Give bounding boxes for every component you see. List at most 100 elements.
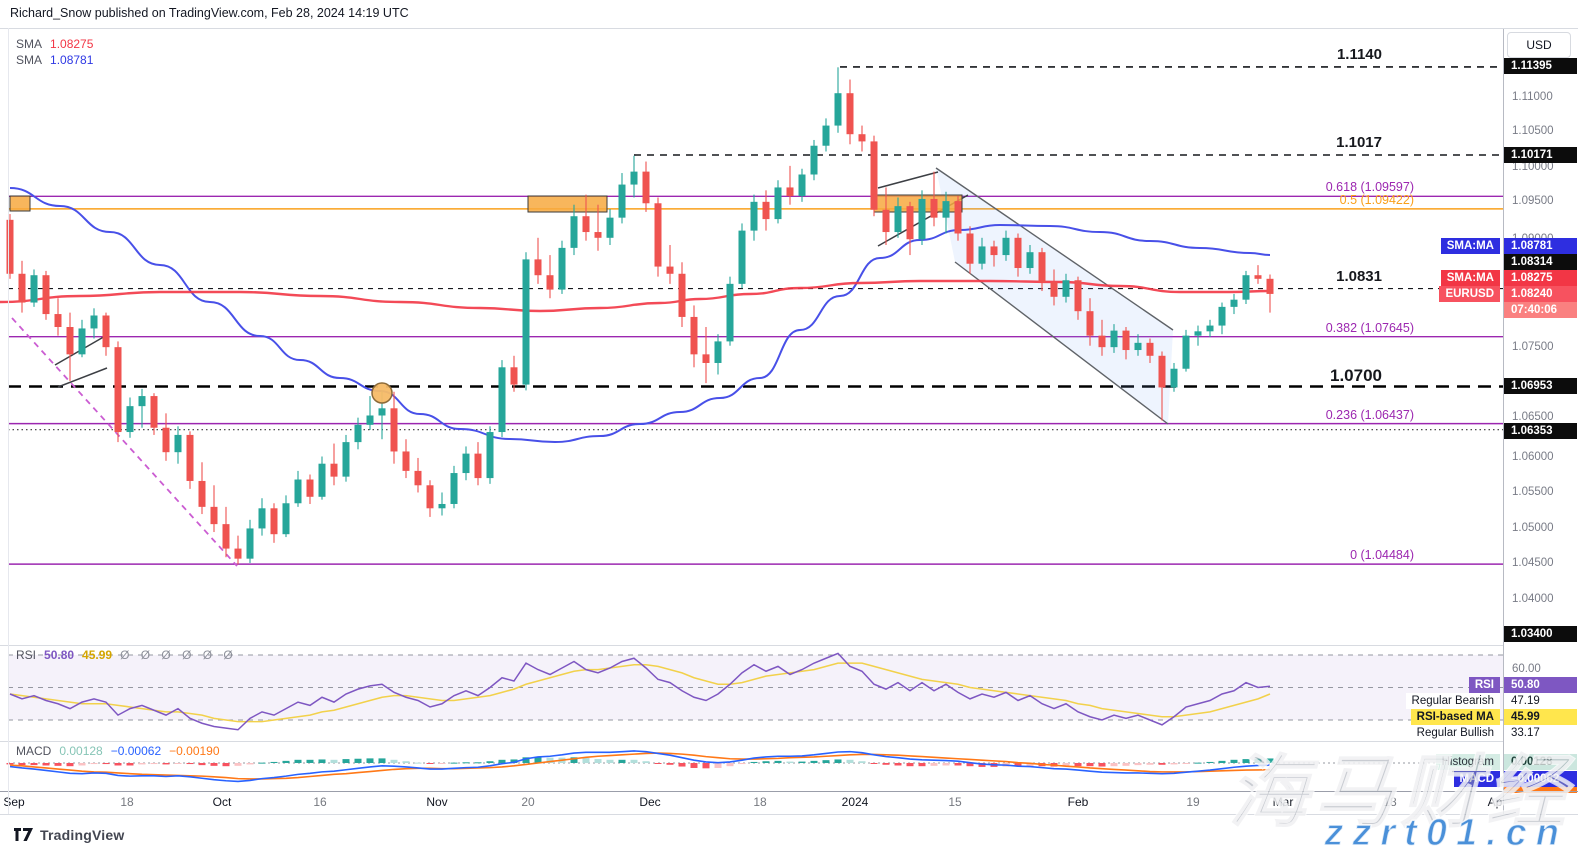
pattern-trendline: [877, 171, 939, 189]
pane-separator-rsi[interactable]: [0, 645, 1503, 646]
time-axis-label[interactable]: 19: [1186, 795, 1200, 809]
price-axis-chip: 1.03400: [1504, 626, 1577, 642]
price-level-label: 1.0700: [1330, 365, 1382, 385]
circle-marker: [371, 382, 393, 404]
time-axis-label[interactable]: 2024: [841, 795, 869, 809]
price-axis-border: [1503, 28, 1504, 814]
tradingview-brand-text: TradingView: [40, 826, 125, 843]
pattern-trendline: [57, 367, 108, 388]
price-axis-chip: [1504, 787, 1577, 793]
rsi-value: 50.80: [44, 648, 75, 662]
channel-line: [935, 167, 1174, 331]
macd-label: MACD: [16, 744, 52, 758]
macd-hist-value: 0.00128: [59, 744, 103, 758]
supply-zone-box: [9, 195, 31, 212]
price-axis-chip: 1.08314: [1504, 254, 1577, 270]
time-axis-label[interactable]: Dec: [639, 795, 661, 809]
time-axis-label[interactable]: Nov: [426, 795, 448, 809]
indicator-tag: RSI: [1468, 677, 1500, 693]
price-level-label: 1.0831: [1336, 267, 1382, 285]
supply-zone-box: [527, 195, 608, 213]
time-axis-label[interactable]: 18: [120, 795, 134, 809]
time-axis-label[interactable]: Apr: [1487, 795, 1503, 809]
candles: [6, 67, 1274, 565]
indicator-tag: EURUSD: [1439, 286, 1500, 302]
rsi-ma-value: 45.99: [82, 648, 113, 662]
rsi-ma-line: [9, 662, 1271, 723]
sma-slow-legend-row[interactable]: SMA 1.08781: [16, 52, 93, 68]
price-axis-chip: 1.06353: [1504, 423, 1577, 439]
price-axis-chip: 0.00128: [1504, 754, 1577, 770]
price-axis-tick: 1.04500: [1512, 557, 1554, 569]
price-axis-chip: 1.11395: [1504, 58, 1577, 74]
time-axis-label[interactable]: 20: [521, 795, 535, 809]
price-axis-tick: 1.05000: [1512, 522, 1554, 534]
indicator-tag: RSI-based MA: [1410, 709, 1500, 725]
rsi-divergence-icons: Ø Ø Ø Ø Ø Ø: [120, 648, 237, 662]
time-axis-label[interactable]: 18: [753, 795, 767, 809]
rsi-pane-header[interactable]: RSI 50.80 45.99 Ø Ø Ø Ø Ø Ø: [16, 648, 245, 662]
sma-slow-label: SMA: [16, 53, 43, 67]
watermark-url: zzrt01.cn: [1324, 811, 1568, 855]
time-axis-label[interactable]: Feb: [1067, 795, 1089, 809]
price-axis-chip: 1.08275: [1504, 270, 1577, 286]
price-axis-chip: 1.08240: [1504, 286, 1577, 302]
indicator-tag: Regular Bearish: [1405, 693, 1500, 709]
price-axis-chip: 1.08781: [1504, 238, 1577, 254]
macd-line: [9, 750, 1271, 783]
price-axis-tick: 1.10000: [1512, 161, 1554, 173]
chart-top-border: [0, 28, 1578, 29]
rsi-line: [9, 652, 1271, 731]
price-axis-tick: 1.06500: [1512, 411, 1554, 423]
channel-line: [954, 261, 1169, 425]
sma-slow-line: [9, 187, 1271, 444]
chart-left-border: [8, 28, 9, 814]
price-axis-tick: 1.04000: [1512, 593, 1554, 605]
time-axis-label[interactable]: 18: [1383, 795, 1397, 809]
price-axis-chip: 1.06953: [1504, 378, 1577, 394]
sma-fast-label: SMA: [16, 37, 43, 51]
sma-legend: SMA 1.08275 SMA 1.08781: [16, 36, 93, 68]
tradingview-logo-icon: [14, 828, 33, 841]
time-axis-label[interactable]: Mar: [1272, 795, 1294, 809]
time-axis-label[interactable]: 15: [948, 795, 962, 809]
rsi-label: RSI: [16, 648, 37, 662]
pane-separator-macd[interactable]: [0, 741, 1503, 742]
tradingview-branding[interactable]: TradingView: [14, 826, 124, 843]
price-axis-chip: 07:40:06: [1504, 302, 1577, 318]
publish-header: Richard_Snow published on TradingView.co…: [10, 6, 409, 20]
indicator-tag: MACD: [1453, 771, 1500, 787]
sma-slow-value: 1.08781: [50, 53, 94, 67]
macd-pane-header[interactable]: MACD 0.00128 −0.00062 −0.00190: [16, 744, 228, 758]
indicator-tag: SMA:MA: [1440, 238, 1500, 254]
price-axis-tick: 1.09500: [1512, 195, 1554, 207]
fib-level-label: 0.236 (1.06437): [1325, 407, 1414, 422]
price-axis-tick: 1.05500: [1512, 486, 1554, 498]
currency-toggle-button[interactable]: USD: [1507, 32, 1571, 58]
price-axis-tick: 60.00: [1512, 663, 1541, 675]
price-level-label: 1.1017: [1336, 134, 1382, 151]
time-axis-label[interactable]: Sep: [3, 795, 25, 809]
sma-fast-value: 1.08275: [50, 37, 94, 51]
time-axis-label[interactable]: 16: [313, 795, 327, 809]
time-axis-bottom-border: [0, 814, 1578, 815]
price-axis-chip: 47.19: [1504, 693, 1577, 709]
time-axis-top-border: [0, 791, 1578, 792]
macd-histogram: [6, 756, 1274, 769]
indicator-tag: Regular Bullish: [1410, 725, 1500, 741]
fib-level-label: 0.618 (1.09597): [1325, 180, 1414, 195]
fib-level-label: 0.5 (1.09422): [1339, 192, 1414, 207]
price-level-label: 1.1140: [1336, 45, 1382, 63]
time-axis-label[interactable]: Oct: [212, 795, 232, 809]
price-axis-chip: 45.99: [1504, 709, 1577, 725]
sma-fast-legend-row[interactable]: SMA 1.08275: [16, 36, 93, 52]
price-axis-chip: 33.17: [1504, 725, 1577, 741]
price-axis-chip: 50.80: [1504, 677, 1577, 693]
indicator-tag: Histogram: [1435, 754, 1500, 770]
watermark-cn: 海马财经: [1227, 747, 1572, 838]
price-axis-tick: 1.11000: [1512, 91, 1553, 103]
downtrend-dashed-line: [11, 317, 238, 567]
price-axis-tick: 1.06000: [1512, 451, 1554, 463]
